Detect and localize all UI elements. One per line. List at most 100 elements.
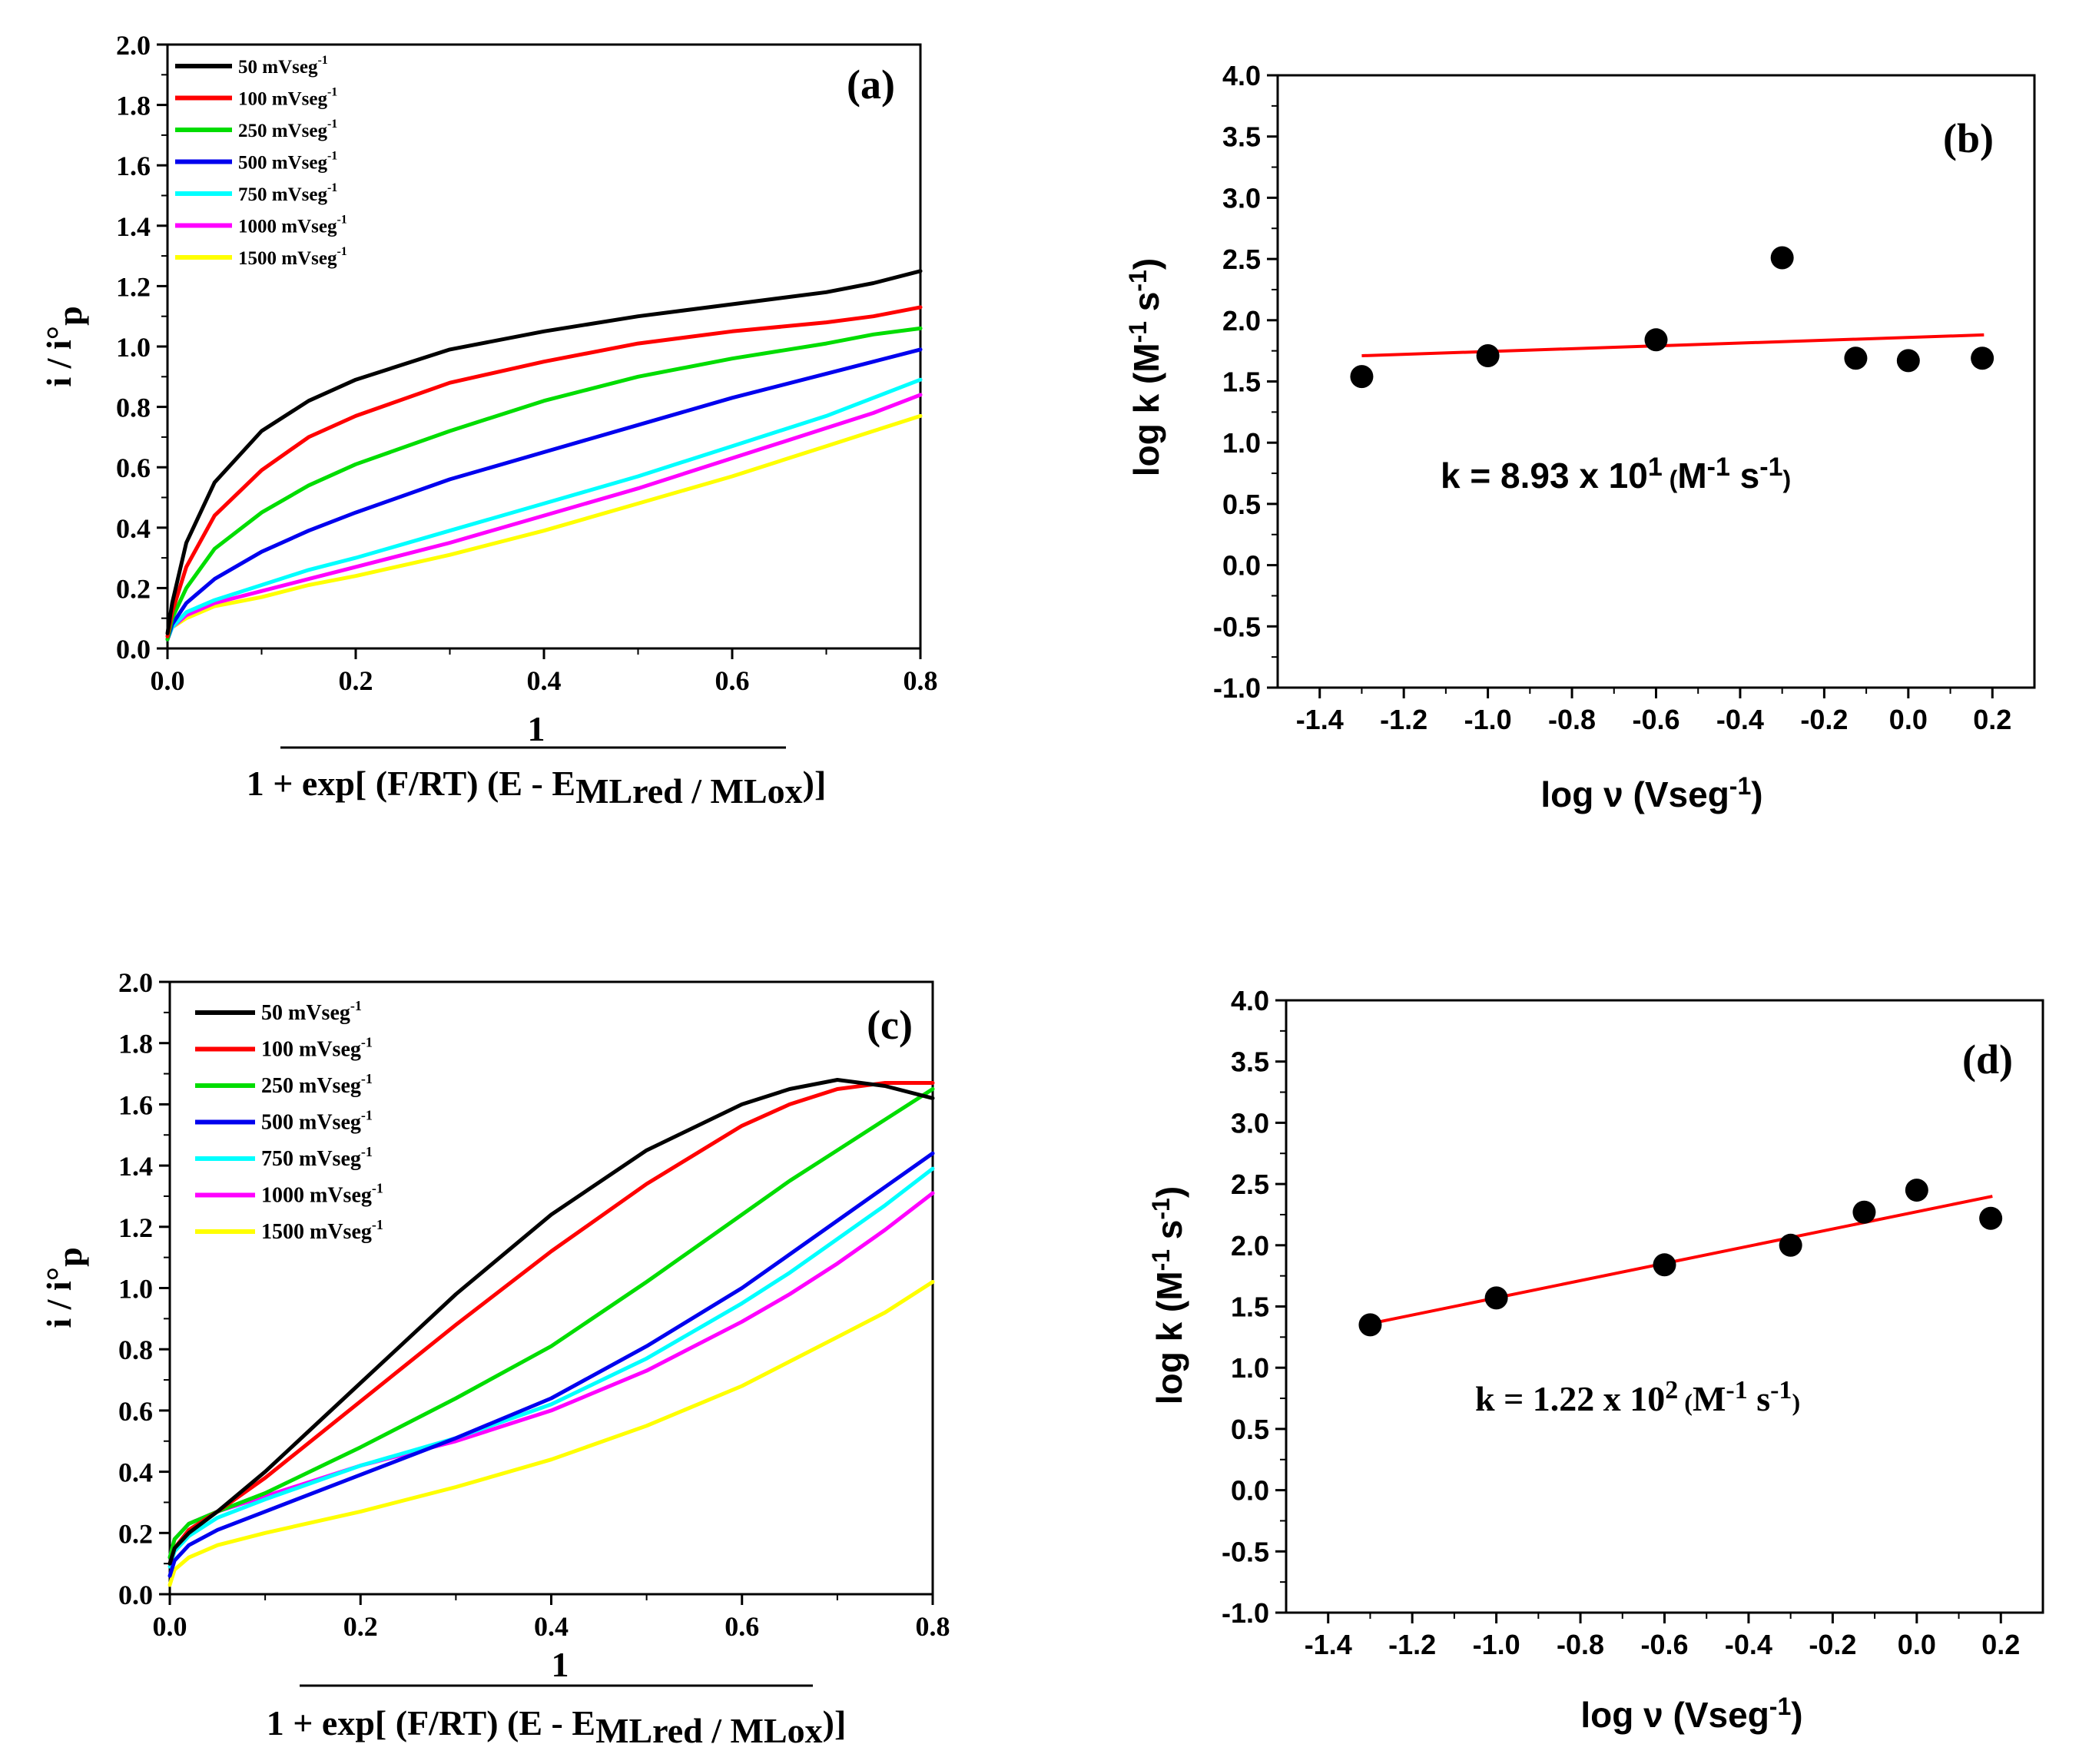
panel-b-xlabel-exp: -1 <box>1729 772 1751 800</box>
panel-c-legend-label-750: 750 mVseg-1 <box>261 1144 373 1171</box>
panel-a-xlabel-denominator-close: )] <box>803 764 827 803</box>
panel-c-series-line-250 <box>167 1087 935 1560</box>
panel-a-ytick-label: 0.2 <box>116 573 151 604</box>
panel-a-ylabel-sub: p <box>50 306 89 326</box>
panel-c-xtick-label: 0.0 <box>153 1611 187 1642</box>
panel-d-annotation-close: ) <box>1792 1388 1800 1416</box>
panel-b-ylabel-mid: s <box>1126 292 1166 321</box>
panel-c-ytick-label: 0.6 <box>118 1396 153 1427</box>
panel-d-ylabel-exp1: -1 <box>1147 1249 1175 1271</box>
panel-d-xtick-label: -1.4 <box>1305 1629 1352 1660</box>
panel-d-xtick-label: 0.0 <box>1898 1629 1936 1660</box>
panel-a-series-line-250 <box>165 326 923 642</box>
panel-b-xtick-label: -0.6 <box>1632 704 1679 735</box>
panel-c-legend-label-500: 500 mVseg-1 <box>261 1108 373 1135</box>
panel-a-legend-label-750: 750 mVseg-1 <box>238 181 337 205</box>
panel-c-series <box>167 1078 935 1587</box>
panel-d-xtick-label: -1.0 <box>1473 1629 1520 1660</box>
panel-d-ytick-label: 1.5 <box>1231 1292 1269 1323</box>
panel-a-label: (a) <box>847 61 895 108</box>
panel-b-ytick-label: 2.0 <box>1222 305 1261 337</box>
panel-d: -1.4 -1.2 -1.0 -0.8 -0.6 -0.4 -0.2 0.0 0.2 -1.0 -0… <box>1147 985 2044 1735</box>
panel-c: 0.0 0.2 0.4 0.6 0.8 0.0 0.2 0.4 0.6 0.8 1.0 1.2 1.4 1… <box>39 967 950 1750</box>
panel-a-series-line-750 <box>165 377 923 642</box>
panel-c-series-line-100 <box>167 1081 935 1566</box>
panel-b-data-point <box>1350 365 1374 389</box>
panel-c-ytick-label: 0.4 <box>118 1457 153 1488</box>
panel-c-series-line-1500 <box>167 1280 935 1587</box>
panel-c-legend-exp-750: -1 <box>361 1144 373 1159</box>
panel-a-legend-exp-750: -1 <box>327 181 337 194</box>
panel-d-ytick-label: 2.0 <box>1231 1230 1269 1262</box>
panel-c-xlabel-denominator-sub: MLred / MLox <box>595 1711 823 1750</box>
panel-b-annotation-unit: M <box>1677 456 1706 496</box>
panel-d-series <box>1358 1179 2003 1337</box>
panel-a-xtick-label: 0.4 <box>527 665 562 696</box>
panel-b-annotation-open: ( <box>1663 466 1678 493</box>
panel-c-legend-label-100: 100 mVseg-1 <box>261 1035 373 1062</box>
panel-a-ytick-label: 1.0 <box>116 332 151 363</box>
panel-a: 0.0 0.2 0.4 0.6 0.8 0.0 0.2 0.4 0.6 0.8 1.0 1.2 1.4 1… <box>39 30 938 811</box>
panel-b-data-point <box>1476 344 1500 368</box>
panel-d-xtick-label: 0.2 <box>1981 1629 2020 1660</box>
panel-b-fit-line <box>1361 333 1984 358</box>
panel-a-legend: 50 mVseg-1 100 mVseg-1 250 mVseg-1 500 mVse… <box>175 54 347 269</box>
panel-b-annotation-exp2: -1 <box>1707 453 1730 482</box>
panel-c-xlabel-numerator: 1 <box>552 1645 569 1684</box>
panel-c-legend-exp-50: -1 <box>350 998 362 1013</box>
panel-a-series-line-1500 <box>165 413 923 642</box>
panel-a-ytick-label: 1.2 <box>116 271 151 302</box>
panel-c-ytick-label: 1.0 <box>118 1274 153 1305</box>
panel-a-xlabel-denominator-sub: MLred / MLox <box>575 771 803 811</box>
panel-d-xlabel: log ν (Vseg-1) <box>1580 1693 1802 1735</box>
panel-b-ytick-label: -1.0 <box>1213 672 1261 704</box>
panel-b-data-point <box>1896 349 1920 373</box>
panel-c-ytick-label: 1.4 <box>118 1151 153 1182</box>
panel-c-xtick-label: 0.8 <box>916 1611 950 1642</box>
panel-d-data-point <box>1653 1253 1676 1277</box>
panel-b-xlabel: log ν (Vseg-1) <box>1540 772 1762 814</box>
panel-c-series-line-500 <box>167 1151 935 1578</box>
panel-d-ytick-label: 0.5 <box>1231 1414 1269 1445</box>
panel-d-annotation-pre: k = 1.22 x 10 <box>1475 1379 1665 1418</box>
panel-a-ytick-label: 0.8 <box>116 393 151 423</box>
panel-c-xlabel-denominator-main: 1 + exp[ (F/RT) (E - E <box>267 1703 595 1742</box>
panel-b-plot-area <box>1276 74 2036 689</box>
panel-d-data-point <box>1979 1206 2003 1230</box>
panel-c-ytick-label: 2.0 <box>118 967 153 998</box>
panel-c-series-line-50 <box>167 1078 935 1566</box>
panel-b: -1.4 -1.2 -1.0 -0.8 -0.6 -0.4 -0.2 0.0 0.2 -1.0 -0… <box>1124 60 2036 814</box>
panel-b-xtick-label: -0.4 <box>1716 704 1764 735</box>
panel-c-legend-exp-250: -1 <box>361 1071 373 1086</box>
panel-a-legend-label-1000: 1000 mVseg-1 <box>238 214 347 237</box>
panel-b-xtick-label: -1.2 <box>1380 704 1427 735</box>
panel-b-ytick-label: 0.0 <box>1222 550 1261 582</box>
panel-a-ytick-label: 0.4 <box>116 513 151 544</box>
panel-c-ytick-label: 1.2 <box>118 1212 153 1243</box>
panel-a-xlabel-denominator-main: 1 + exp[ (F/RT) (E - E <box>247 764 575 803</box>
panel-a-legend-exp-1500: -1 <box>337 245 346 258</box>
panel-a-series-line-1000 <box>165 393 923 642</box>
panel-d-xlabel-main: log ν (Vseg <box>1580 1695 1769 1735</box>
panel-a-legend-exp-1000: -1 <box>337 214 346 227</box>
panel-c-legend-label-1000: 1000 mVseg-1 <box>261 1181 383 1208</box>
panel-b-data-point <box>1844 346 1868 370</box>
panel-d-ticks: -1.4 -1.2 -1.0 -0.8 -0.6 -0.4 -0.2 0.0 0.2 -1.0 -0… <box>1222 985 2020 1660</box>
panel-b-ytick-label: 1.5 <box>1222 366 1261 398</box>
panel-d-ytick-label: -0.5 <box>1222 1536 1269 1567</box>
panel-a-series-line-100 <box>165 305 923 638</box>
panel-d-annotation-exp3: -1 <box>1770 1376 1792 1404</box>
panel-b-ytick-label: 3.5 <box>1222 121 1261 153</box>
panel-d-annotation-s: s <box>1748 1379 1770 1418</box>
panel-c-label: (c) <box>867 1002 913 1048</box>
panel-a-xlabel-numerator: 1 <box>528 709 545 748</box>
panel-d-fit-line <box>1370 1195 1993 1325</box>
panel-d-ylabel-close: ) <box>1149 1186 1189 1198</box>
panel-a-xtick-label: 0.6 <box>715 665 750 696</box>
panel-a-xtick-label: 0.0 <box>151 665 185 696</box>
panel-a-legend-exp-500: -1 <box>327 150 337 163</box>
panel-d-data-point <box>1779 1233 1802 1257</box>
panel-d-ylabel-exp2: -1 <box>1147 1198 1175 1219</box>
panel-d-xtick-label: -0.6 <box>1640 1629 1688 1660</box>
